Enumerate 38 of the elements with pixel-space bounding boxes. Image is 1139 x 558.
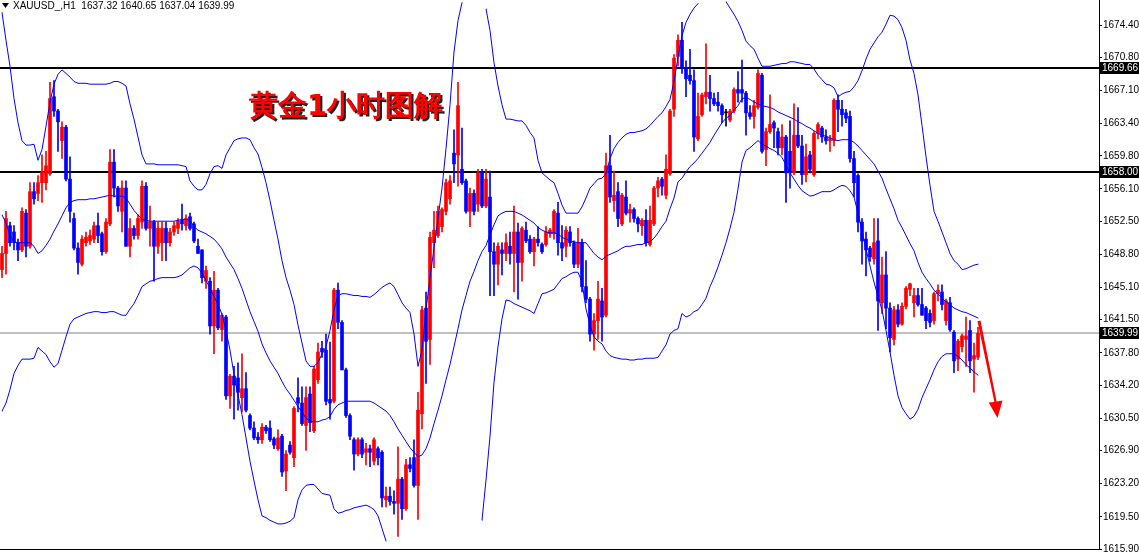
candlestick (384, 486, 388, 508)
candlestick (364, 442, 368, 466)
candlestick (180, 203, 184, 231)
y-tick-label: 1619.50 (1103, 510, 1139, 522)
y-tick-label: 1674.40 (1103, 18, 1139, 30)
y-tick-label: 1641.50 (1103, 313, 1139, 325)
candlestick (964, 316, 968, 367)
candlestick (40, 154, 44, 203)
annotation: XAUUSD_,H1 1637.32 1640.65 1637.04 1639.99 (13, 0, 235, 12)
y-tick-label: 1634.20 (1103, 378, 1139, 390)
y-tick-label: 1637.80 (1103, 346, 1139, 358)
candlestick (500, 242, 504, 276)
y-tick-label: 1615.90 (1103, 542, 1139, 554)
y-tick-label: 1656.10 (1103, 182, 1139, 194)
candlestick (368, 444, 372, 467)
y-tick-label: 1648.80 (1103, 248, 1139, 260)
candlestick (240, 353, 244, 413)
candlestick (612, 170, 616, 212)
candlestick (392, 490, 396, 515)
candlestick (772, 120, 776, 149)
y-tick-label: 1630.50 (1103, 411, 1139, 423)
candlestick (148, 205, 152, 247)
y-tick-label: 1659.80 (1103, 149, 1139, 161)
candlestick (452, 129, 456, 184)
candlestick (708, 74, 712, 112)
y-tick-label: 1645.10 (1103, 281, 1139, 293)
y-tick-label: 1667.10 (1103, 84, 1139, 96)
ref-line-label: 1658.00 (1102, 166, 1139, 178)
y-tick-label: 1670.80 (1103, 51, 1139, 63)
text: 黄金1小时图解 (249, 88, 444, 122)
y-tick-label: 1626.90 (1103, 444, 1139, 456)
candlestick (508, 231, 512, 265)
y-tick-label: 1623.20 (1103, 477, 1139, 489)
y-tick-label: 1663.40 (1103, 117, 1139, 129)
ref-line-label: 1639.99 (1102, 327, 1139, 339)
candlestick (628, 203, 632, 223)
y-tick-label: 1652.50 (1103, 214, 1139, 226)
ref-line-label: 1669.66 (1102, 62, 1139, 74)
